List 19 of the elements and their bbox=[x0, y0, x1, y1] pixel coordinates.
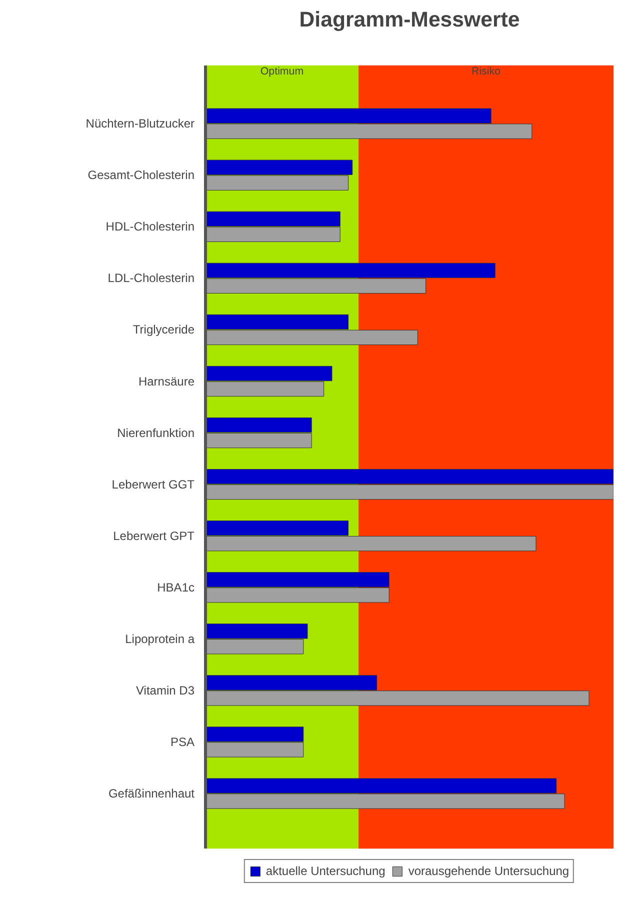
y-tick-label: Nüchtern-Blutzucker bbox=[86, 116, 195, 131]
y-tick-label: Harnsäure bbox=[138, 374, 195, 388]
y-tick-label: Gefäßinnenhaut bbox=[108, 786, 196, 801]
y-tick-label: LDL-Cholesterin bbox=[108, 271, 195, 286]
legend-label: aktuelle Untersuchung bbox=[266, 864, 386, 878]
y-tick-label: Gesamt-Cholesterin bbox=[88, 168, 195, 182]
y-tick-label: HBA1c bbox=[157, 580, 195, 594]
y-tick-label: Triglyceride bbox=[132, 322, 195, 337]
y-tick-label: Lipoprotein a bbox=[125, 632, 195, 646]
y-tick-label: Nierenfunktion bbox=[117, 426, 195, 440]
y-tick-label: Leberwert GGT bbox=[112, 477, 196, 492]
y-tick-label: PSA bbox=[170, 734, 195, 749]
legend-label: vorausgehende Untersuchung bbox=[408, 864, 570, 878]
y-tick-label: Leberwert GPT bbox=[113, 528, 196, 543]
y-tick-label: Vitamin D3 bbox=[136, 683, 195, 698]
band-label: Optimum bbox=[260, 65, 304, 78]
chart-title: Diagramm-Messwerte bbox=[299, 8, 520, 32]
y-tick-label: HDL-Cholesterin bbox=[106, 220, 195, 234]
band-label: Risiko bbox=[471, 65, 501, 78]
